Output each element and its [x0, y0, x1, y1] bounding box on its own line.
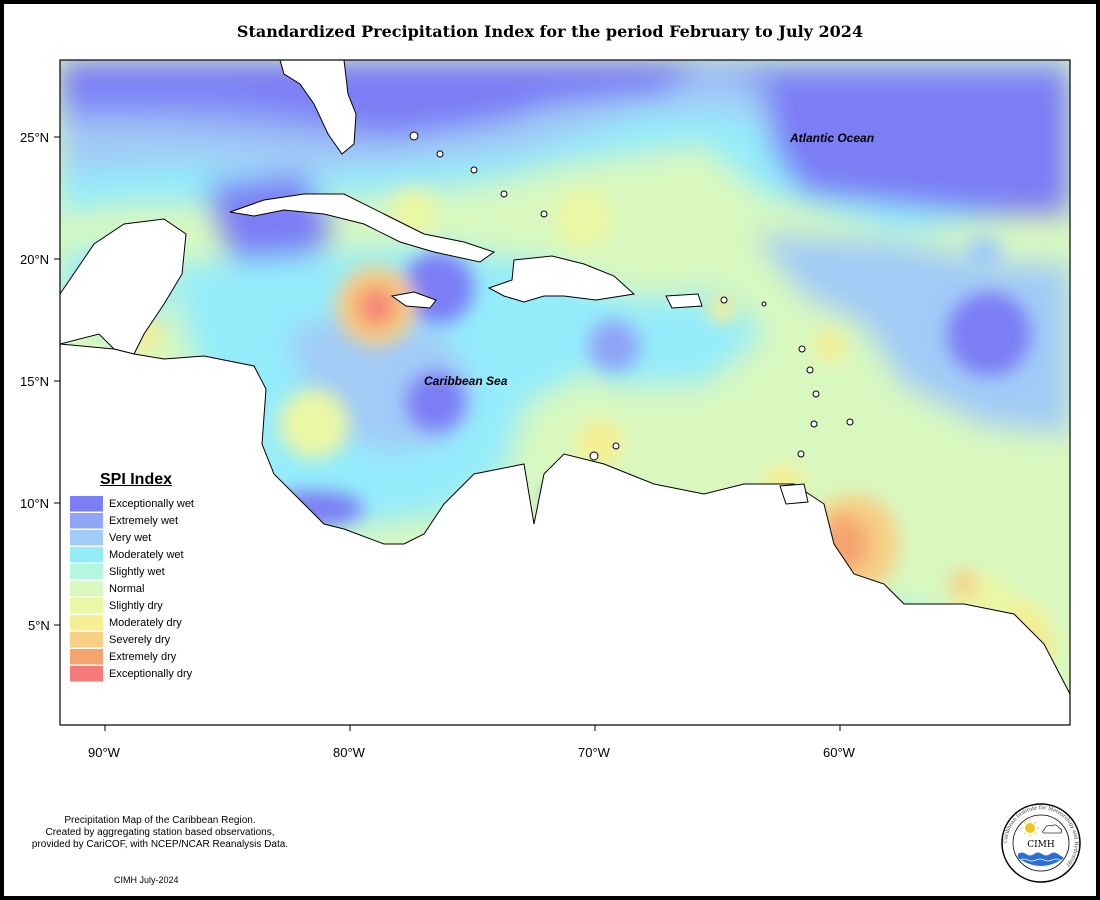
lon-tick-label: 60°W — [823, 745, 856, 760]
legend-swatch — [70, 529, 103, 546]
legend-item: Extremely dry — [70, 648, 220, 665]
spi-legend: SPI Index Exceptionally wet Extremely wet… — [70, 471, 220, 682]
legend-swatch — [70, 597, 103, 614]
cloud-icon — [1042, 824, 1063, 834]
legend-item: Severely dry — [70, 631, 220, 648]
legend-label: Exceptionally wet — [109, 497, 194, 510]
lon-tick-label: 90°W — [88, 745, 121, 760]
legend-swatch — [70, 614, 103, 631]
legend-item: Moderately wet — [70, 546, 220, 563]
caribbean-sea-label: Caribbean Sea — [424, 374, 508, 388]
spi-map: 25°N 20°N 15°N 10°N 5°N 90°W 80°W 70°W 6… — [20, 59, 1071, 760]
legend-label: Severely dry — [109, 633, 171, 646]
legend-swatch — [70, 546, 103, 563]
legend-label: Extremely dry — [109, 650, 177, 663]
landmass-layer — [60, 60, 1070, 725]
lat-tick-label: 25°N — [20, 130, 49, 145]
legend-label: Slightly dry — [109, 599, 163, 612]
legend-swatch — [70, 580, 103, 597]
legend-label: Exceptionally dry — [109, 667, 193, 680]
sun-icon — [1021, 819, 1039, 837]
logo-name: CIMH — [1027, 840, 1055, 850]
credit-line: provided by CariCOF, with NCEP/NCAR Rean… — [31, 839, 289, 850]
legend-swatch — [70, 512, 103, 529]
lat-tick-label: 10°N — [20, 496, 49, 511]
atlantic-ocean-label: Atlantic Ocean — [789, 131, 874, 145]
legend-item: Slightly wet — [70, 563, 220, 580]
longitude-axis: 90°W 80°W 70°W 60°W — [88, 725, 856, 760]
credit-line: Created by aggregating station based obs… — [45, 827, 275, 838]
legend-swatch — [70, 563, 103, 580]
credit-line: Precipitation Map of the Caribbean Regio… — [64, 815, 256, 826]
legend-item: Exceptionally dry — [70, 665, 220, 682]
lon-tick-label: 80°W — [333, 745, 366, 760]
legend-label: Moderately dry — [109, 616, 182, 629]
legend-label: Very wet — [109, 531, 152, 544]
legend-item: Extremely wet — [70, 512, 220, 529]
spi-field — [60, 60, 1070, 725]
date-stamp: CIMH July-2024 — [114, 875, 179, 885]
latitude-axis: 25°N 20°N 15°N 10°N 5°N — [20, 130, 60, 633]
legend-item: Slightly dry — [70, 597, 220, 614]
legend-item: Exceptionally wet — [70, 495, 220, 512]
lon-tick-label: 70°W — [578, 745, 611, 760]
map-title: Standardized Precipitation Index for the… — [236, 22, 864, 41]
lat-tick-label: 20°N — [20, 252, 49, 267]
legend-label: Slightly wet — [109, 565, 165, 578]
legend-item: Normal — [70, 580, 220, 597]
legend-swatch — [70, 648, 103, 665]
legend-label: Normal — [109, 582, 145, 595]
legend-title: SPI Index — [100, 471, 173, 488]
lat-tick-label: 15°N — [20, 374, 49, 389]
credit-text: Precipitation Map of the Caribbean Regio… — [10, 815, 310, 851]
legend-item: Very wet — [70, 529, 220, 546]
legend-item: Moderately dry — [70, 614, 220, 631]
legend-label: Moderately wet — [109, 548, 184, 561]
lat-tick-label: 5°N — [28, 618, 50, 633]
legend-swatch — [70, 495, 103, 512]
legend-swatch — [70, 665, 103, 682]
cimh-logo: CIMH Caribbean Institute for Meteorology… — [1001, 803, 1081, 883]
legend-swatch — [70, 631, 103, 648]
legend-label: Extremely wet — [109, 514, 179, 527]
